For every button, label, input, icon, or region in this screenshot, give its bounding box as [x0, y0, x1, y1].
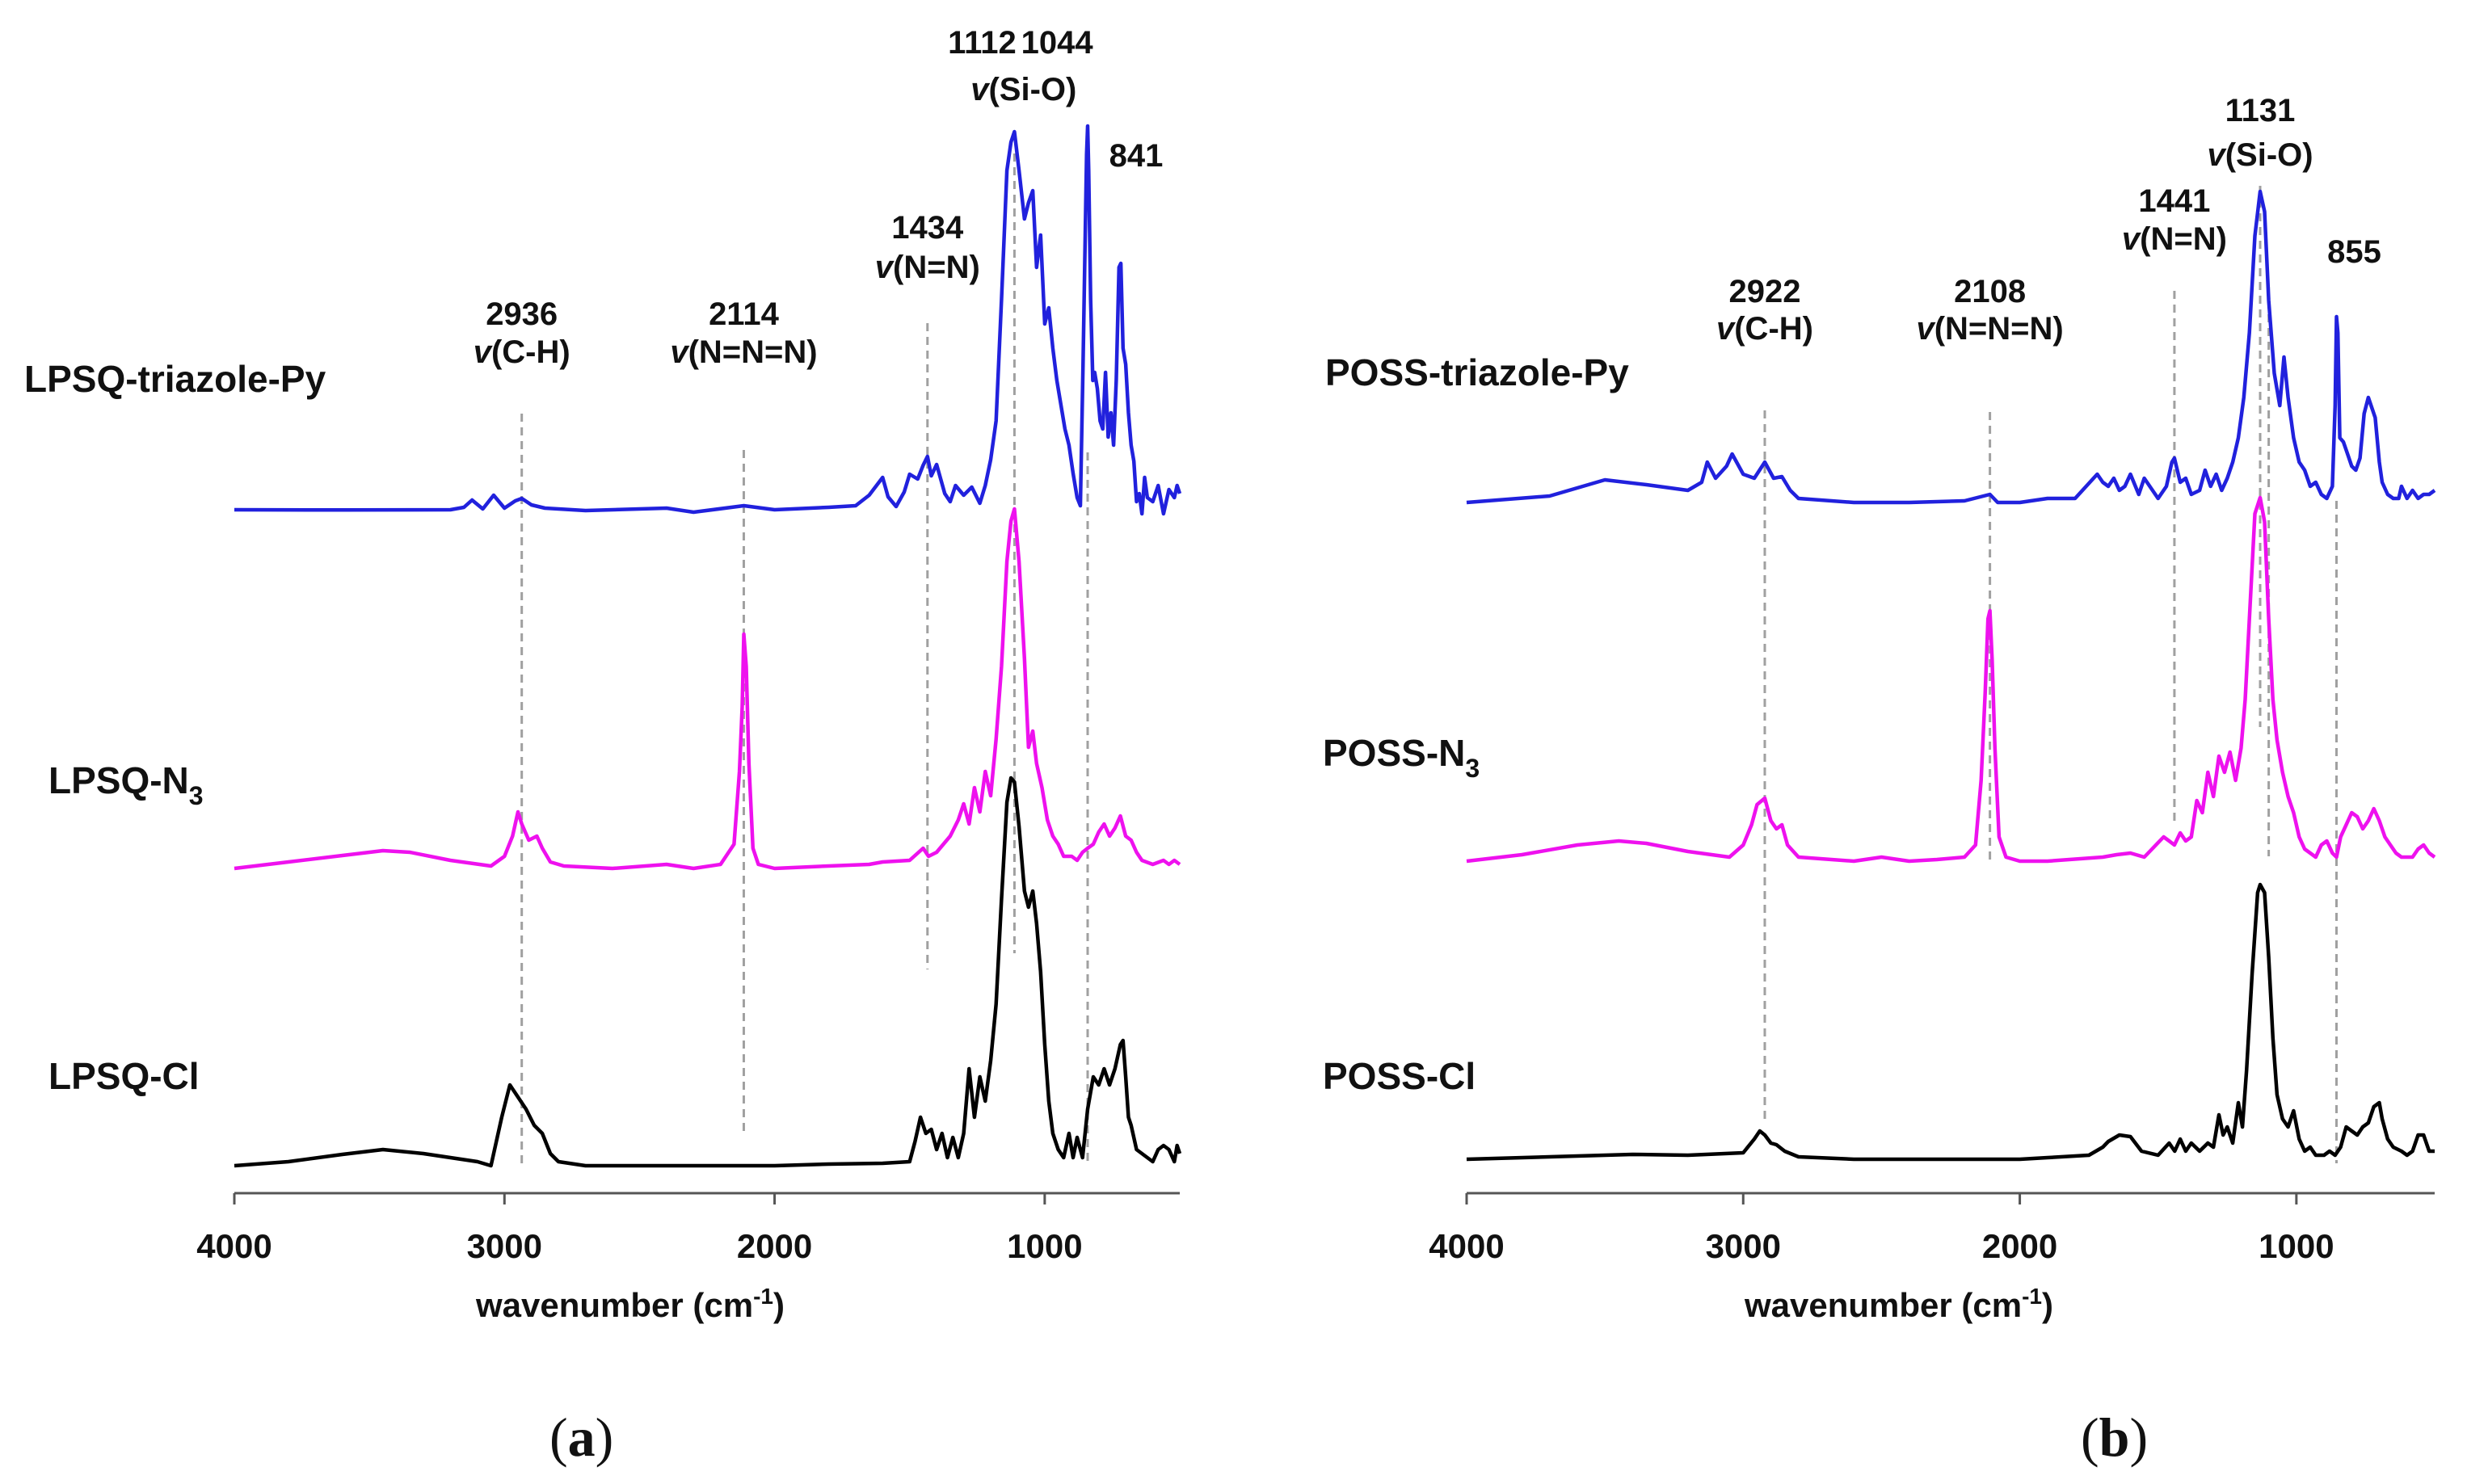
peak-mode-text: (C-H) — [491, 334, 570, 370]
series-line — [1466, 882, 2435, 1162]
x-tick-label: 1000 — [1007, 1227, 1082, 1265]
series-line — [234, 507, 1181, 871]
peak-value-label: 2922 — [1728, 274, 1800, 309]
peak-mode-text: (N=N) — [893, 250, 980, 285]
peak-value-label: 2936 — [486, 296, 558, 332]
panel-caption-letter: b — [2099, 1406, 2130, 1468]
peak-mode-prefix: v — [2122, 221, 2142, 257]
series-label: LPSQ-triazole-Py — [24, 358, 326, 400]
peak-mode-label: v(C-H) — [1716, 311, 1813, 347]
peak-mode-prefix: v — [670, 334, 690, 370]
peak-mode-label: v(Si-O) — [2207, 137, 2313, 173]
series-line — [234, 124, 1182, 516]
series-label-main: LPSQ-N — [48, 759, 189, 801]
peak-mode-label: v(C-H) — [474, 334, 570, 370]
peak-value-label: 1044 — [1021, 25, 1094, 61]
peak-mode-label: v(N=N) — [2122, 221, 2227, 257]
panel-a: LPSQ-triazole-PyLPSQ-N3LPSQ-Cl2936v(C-H)… — [24, 25, 1182, 1468]
series-label-main: LPSQ-Cl — [48, 1055, 200, 1097]
series-label-main: POSS-triazole-Py — [1325, 351, 1629, 393]
x-axis-label-sup: -1 — [753, 1284, 773, 1309]
peak-mode-label: v(Si-O) — [970, 72, 1076, 107]
peak-mode-prefix: v — [1916, 311, 1936, 347]
x-tick-label: 3000 — [467, 1227, 542, 1265]
peak-mode-text: (N=N=N) — [1934, 311, 2064, 347]
panel-caption: (a) — [549, 1406, 613, 1468]
peak-value-label: 855 — [2327, 234, 2381, 270]
peak-mode-prefix: v — [474, 334, 494, 370]
peak-mode-text: (Si-O) — [2225, 137, 2313, 173]
series-label-main: POSS-Cl — [1323, 1055, 1476, 1097]
panel-caption: (b) — [2081, 1406, 2148, 1468]
peak-mode-text: (C-H) — [1734, 311, 1813, 347]
peak-mode-text: (N=N=N) — [688, 334, 818, 370]
x-tick-label: 4000 — [196, 1227, 272, 1265]
series-line — [1466, 495, 2436, 864]
peak-mode-prefix: v — [1716, 311, 1737, 347]
series-label-main: POSS-N — [1323, 732, 1465, 774]
x-tick-label: 2000 — [737, 1227, 812, 1265]
x-axis-label-sup: -1 — [2022, 1284, 2042, 1309]
series-label: POSS-Cl — [1323, 1055, 1476, 1097]
panel-caption-open: ( — [2081, 1406, 2099, 1468]
panel-caption-close: ) — [2129, 1406, 2148, 1468]
x-axis-label-close: ) — [2042, 1286, 2053, 1324]
peak-mode-prefix: v — [2207, 137, 2227, 173]
series-label: LPSQ-Cl — [48, 1055, 200, 1097]
x-tick-label: 1000 — [2259, 1227, 2334, 1265]
peak-mode-label: v(N=N) — [875, 250, 980, 285]
series-label: LPSQ-N3 — [48, 759, 204, 810]
panel-caption-letter: a — [568, 1406, 596, 1468]
x-tick-label: 3000 — [1706, 1227, 1781, 1265]
peak-value-label: 1131 — [2225, 93, 2296, 128]
peak-mode-text: (N=N) — [2140, 221, 2227, 257]
peak-value-label: 2114 — [709, 296, 780, 332]
series-label: POSS-N3 — [1323, 732, 1480, 783]
peak-mode-label: v(N=N=N) — [670, 334, 817, 370]
series-label: POSS-triazole-Py — [1325, 351, 1629, 393]
series-label-sub: 3 — [189, 781, 204, 810]
x-axis-label: wavenumber (cm-1) — [1744, 1284, 2053, 1324]
x-axis-label-text: wavenumber (cm — [1744, 1286, 2022, 1324]
x-axis-label: wavenumber (cm-1) — [475, 1284, 785, 1324]
series-line — [1466, 189, 2436, 505]
panel-b: POSS-triazole-PyPOSS-N3POSS-Cl2922v(C-H)… — [1323, 93, 2436, 1468]
x-tick-label: 2000 — [1982, 1227, 2057, 1265]
peak-value-label: 2108 — [1954, 274, 2026, 309]
series-line — [234, 776, 1182, 1168]
peak-mode-label: v(N=N=N) — [1916, 311, 2063, 347]
series-label-sub: 3 — [1465, 754, 1480, 783]
peak-mode-prefix: v — [875, 250, 895, 285]
panel-caption-close: ) — [596, 1406, 614, 1468]
peak-value-label: 1112 — [948, 25, 1017, 61]
panel-caption-open: ( — [549, 1406, 568, 1468]
peak-value-label: 1434 — [891, 210, 964, 246]
x-axis-label-close: ) — [773, 1286, 785, 1324]
series-label-main: LPSQ-triazole-Py — [24, 358, 326, 400]
peak-mode-prefix: v — [970, 72, 991, 107]
peak-value-label: 1441 — [2138, 183, 2210, 219]
x-axis-label-text: wavenumber (cm — [475, 1286, 753, 1324]
x-tick-label: 4000 — [1429, 1227, 1504, 1265]
peak-value-label: 841 — [1109, 138, 1164, 174]
peak-mode-text: (Si-O) — [988, 72, 1076, 107]
